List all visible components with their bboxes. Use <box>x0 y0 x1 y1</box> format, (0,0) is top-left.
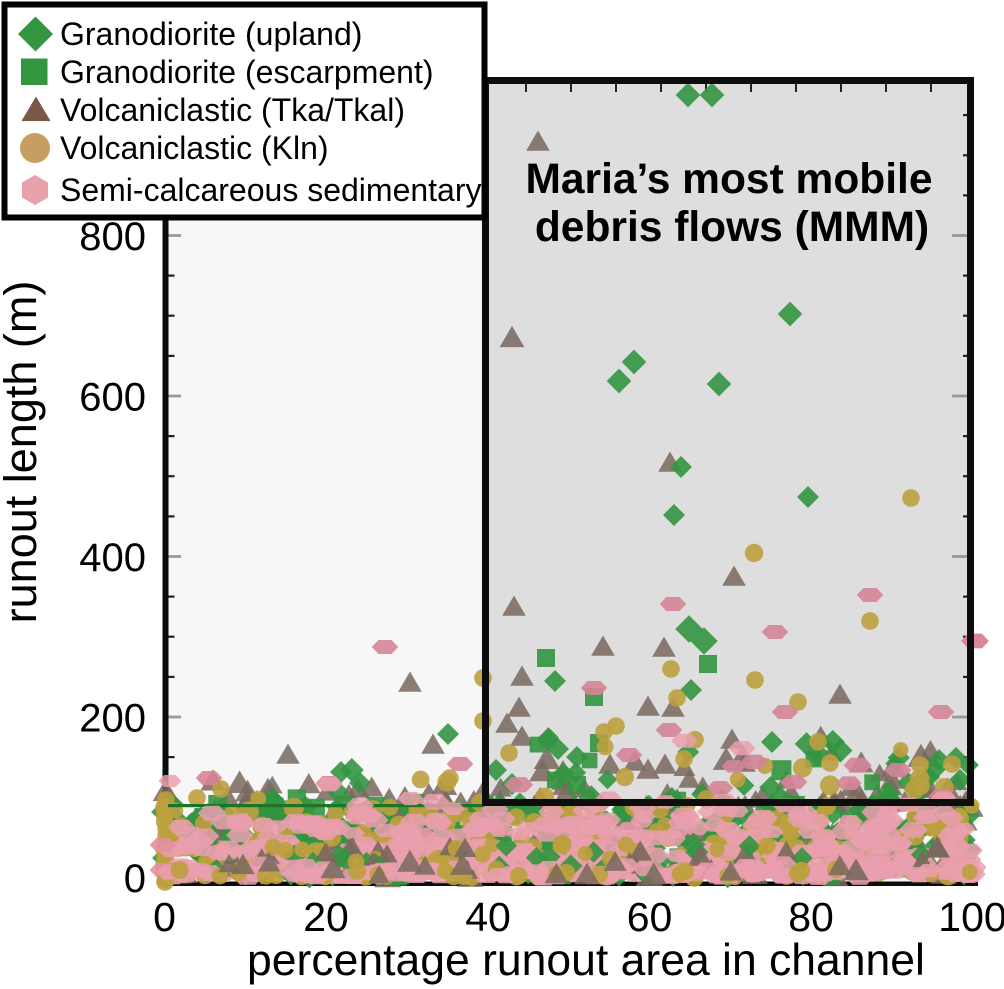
svg-text:0: 0 <box>153 894 176 940</box>
svg-text:60: 60 <box>627 894 673 940</box>
svg-text:Granodiorite (escarpment): Granodiorite (escarpment) <box>60 54 433 90</box>
svg-text:Granodiorite (upland): Granodiorite (upland) <box>60 16 362 52</box>
svg-text:Maria’s most mobile: Maria’s most mobile <box>525 156 932 203</box>
svg-text:Volcaniclastic (Tka/Tkal): Volcaniclastic (Tka/Tkal) <box>60 92 405 128</box>
svg-text:Volcaniclastic (Kln): Volcaniclastic (Kln) <box>60 130 329 166</box>
svg-text:0: 0 <box>124 857 146 901</box>
svg-text:runout length (m): runout length (m) <box>0 281 46 624</box>
svg-text:40: 40 <box>465 894 511 940</box>
svg-text:200: 200 <box>79 697 146 741</box>
svg-text:20: 20 <box>303 894 349 940</box>
svg-text:800: 800 <box>79 215 146 259</box>
svg-text:100: 100 <box>938 894 1004 940</box>
svg-text:600: 600 <box>79 376 146 420</box>
svg-text:percentage runout area in chan: percentage runout area in channel <box>247 936 925 985</box>
svg-text:80: 80 <box>788 894 834 940</box>
svg-text:Semi-calcareous sedimentary: Semi-calcareous sedimentary <box>60 172 482 208</box>
svg-text:debris flows (MMM): debris flows (MMM) <box>535 204 929 251</box>
svg-text:400: 400 <box>79 536 146 580</box>
